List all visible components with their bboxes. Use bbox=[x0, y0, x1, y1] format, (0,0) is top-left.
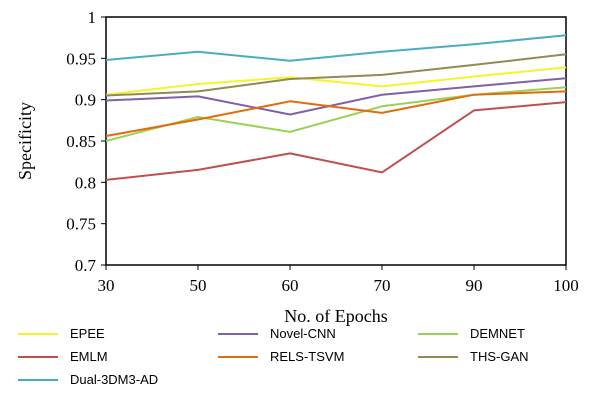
legend-label: EMLM bbox=[70, 349, 108, 364]
legend-label: DEMNET bbox=[470, 326, 525, 341]
x-axis-ticks: 30 50 60 70 90 100 bbox=[98, 265, 579, 295]
x-axis-title: No. of Epochs bbox=[284, 306, 387, 326]
y-tick-label: 0.9 bbox=[75, 91, 96, 110]
legend-label: Dual-3DM3-AD bbox=[70, 372, 158, 387]
series-line-rels-tsvm bbox=[105, 90, 567, 137]
series-line-epee bbox=[105, 66, 567, 96]
legend-item: THS-GAN bbox=[418, 349, 529, 364]
x-tick-label: 50 bbox=[190, 276, 207, 295]
legend-item: DEMNET bbox=[418, 326, 525, 341]
legend-item: EPEE bbox=[18, 326, 105, 341]
y-tick-label: 0.95 bbox=[66, 49, 96, 68]
x-tick-label: 90 bbox=[466, 276, 483, 295]
y-tick-label: 0.85 bbox=[66, 132, 96, 151]
series-line-emlm bbox=[105, 101, 567, 181]
legend-item: Dual-3DM3-AD bbox=[18, 372, 158, 387]
y-axis-title: Specificity bbox=[15, 102, 35, 180]
x-tick-label: 100 bbox=[553, 276, 579, 295]
x-tick-label: 30 bbox=[98, 276, 115, 295]
legend: EPEE Novel-CNN DEMNET EMLM RELS-TSVM THS-GAN D… bbox=[18, 326, 529, 387]
plot-area bbox=[105, 16, 567, 266]
legend-item: Novel-CNN bbox=[218, 326, 336, 341]
legend-label: THS-GAN bbox=[470, 349, 529, 364]
series-line-novel-cnn bbox=[105, 77, 567, 116]
y-tick-label: 0.7 bbox=[75, 256, 97, 275]
y-tick-label: 1 bbox=[88, 8, 97, 27]
x-tick-label: 70 bbox=[374, 276, 391, 295]
legend-item: RELS-TSVM bbox=[218, 349, 344, 364]
y-axis-ticks: 0.7 0.75 0.8 0.85 0.9 0.95 1 bbox=[66, 8, 106, 275]
legend-item: EMLM bbox=[18, 349, 108, 364]
series-lines bbox=[105, 34, 567, 181]
legend-label: Novel-CNN bbox=[270, 326, 336, 341]
y-tick-label: 0.75 bbox=[66, 215, 96, 234]
x-tick-label: 60 bbox=[282, 276, 299, 295]
series-line-ths-gan bbox=[105, 53, 567, 97]
series-line-dual-3dm3-ad bbox=[105, 34, 567, 62]
y-tick-label: 0.8 bbox=[75, 173, 96, 192]
legend-label: EPEE bbox=[70, 326, 105, 341]
legend-label: RELS-TSVM bbox=[270, 349, 344, 364]
